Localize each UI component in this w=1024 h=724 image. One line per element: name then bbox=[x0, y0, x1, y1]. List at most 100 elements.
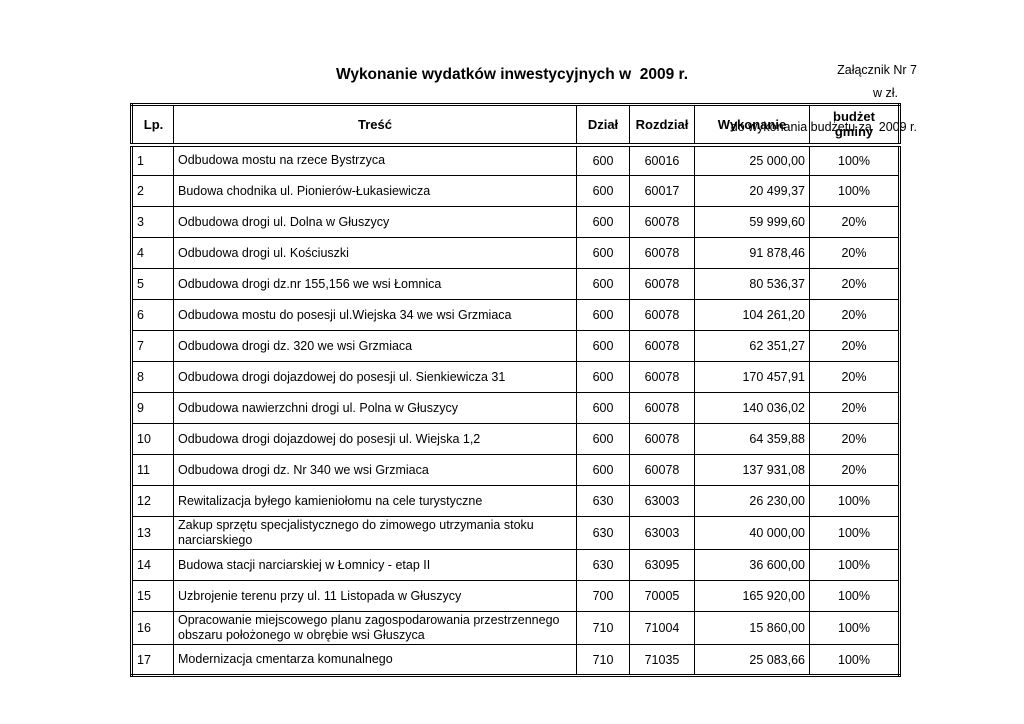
cell-dzial: 600 bbox=[576, 423, 630, 455]
cell-lp: 17 bbox=[131, 644, 174, 676]
col-header-rozdzial: Rozdział bbox=[629, 104, 695, 147]
cell-rozdzial: 60016 bbox=[629, 144, 695, 176]
cell-dzial: 600 bbox=[576, 361, 630, 393]
cell-wykonanie: 165 920,00 bbox=[694, 580, 810, 612]
cell-budzet-gminy: 100% bbox=[809, 611, 900, 645]
table-row: 11 Odbudowa drogi dz. Nr 340 we wsi Grzmi… bbox=[131, 454, 900, 486]
cell-rozdzial: 63095 bbox=[629, 549, 695, 581]
table-row: 2 Budowa chodnika ul. Pionierów-Łukasiewi… bbox=[131, 175, 900, 207]
cell-rozdzial: 60078 bbox=[629, 299, 695, 331]
cell-wykonanie: 62 351,27 bbox=[694, 330, 810, 362]
col-header-dzial: Dział bbox=[576, 104, 630, 147]
cell-wykonanie: 91 878,46 bbox=[694, 237, 810, 269]
cell-budzet-gminy: 100% bbox=[809, 580, 900, 612]
cell-dzial: 600 bbox=[576, 175, 630, 207]
cell-dzial: 600 bbox=[576, 392, 630, 424]
cell-rozdzial: 60017 bbox=[629, 175, 695, 207]
cell-rozdzial: 60078 bbox=[629, 423, 695, 455]
cell-tresc: Odbudowa mostu na rzece Bystrzyca bbox=[173, 144, 577, 176]
table-header-row: Lp. Treść Dział Rozdział Wykonanie budże… bbox=[131, 104, 900, 147]
cell-rozdzial: 60078 bbox=[629, 237, 695, 269]
cell-wykonanie: 15 860,00 bbox=[694, 611, 810, 645]
cell-wykonanie: 40 000,00 bbox=[694, 516, 810, 550]
cell-tresc: Budowa chodnika ul. Pionierów-Łukasiewic… bbox=[173, 175, 577, 207]
cell-dzial: 600 bbox=[576, 237, 630, 269]
cell-dzial: 630 bbox=[576, 516, 630, 550]
cell-wykonanie: 26 230,00 bbox=[694, 485, 810, 517]
cell-tresc: Modernizacja cmentarza komunalnego bbox=[173, 644, 577, 676]
cell-wykonanie: 20 499,37 bbox=[694, 175, 810, 207]
cell-dzial: 630 bbox=[576, 549, 630, 581]
cell-lp: 8 bbox=[131, 361, 174, 393]
cell-lp: 10 bbox=[131, 423, 174, 455]
table-row: 10 Odbudowa drogi dojazdowej do posesji u… bbox=[131, 423, 900, 455]
cell-dzial: 700 bbox=[576, 580, 630, 612]
cell-budzet-gminy: 100% bbox=[809, 549, 900, 581]
cell-tresc: Odbudowa drogi ul. Dolna w Głuszycy bbox=[173, 206, 577, 238]
cell-dzial: 710 bbox=[576, 611, 630, 645]
cell-lp: 7 bbox=[131, 330, 174, 362]
cell-lp: 15 bbox=[131, 580, 174, 612]
cell-budzet-gminy: 20% bbox=[809, 423, 900, 455]
cell-dzial: 600 bbox=[576, 268, 630, 300]
cell-dzial: 630 bbox=[576, 485, 630, 517]
col-header-lp: Lp. bbox=[131, 104, 174, 147]
table-row: 17 Modernizacja cmentarza komunalnego 710 7… bbox=[131, 644, 900, 676]
page-title: Wykonanie wydatków inwestycyjnych w 2009… bbox=[335, 66, 689, 83]
cell-lp: 5 bbox=[131, 268, 174, 300]
col-header-wykonanie: Wykonanie bbox=[694, 104, 810, 147]
table-row: 15 Uzbrojenie terenu przy ul. 11 Listopad… bbox=[131, 580, 900, 612]
cell-wykonanie: 36 600,00 bbox=[694, 549, 810, 581]
col-header-tresc: Treść bbox=[173, 104, 577, 147]
cell-tresc: Odbudowa nawierzchni drogi ul. Polna w G… bbox=[173, 392, 577, 424]
cell-rozdzial: 60078 bbox=[629, 392, 695, 424]
cell-budzet-gminy: 100% bbox=[809, 175, 900, 207]
cell-budzet-gminy: 20% bbox=[809, 237, 900, 269]
cell-lp: 16 bbox=[131, 611, 174, 645]
cell-rozdzial: 60078 bbox=[629, 268, 695, 300]
cell-lp: 11 bbox=[131, 454, 174, 486]
cell-rozdzial: 63003 bbox=[629, 485, 695, 517]
cell-lp: 9 bbox=[131, 392, 174, 424]
cell-dzial: 600 bbox=[576, 299, 630, 331]
cell-budzet-gminy: 20% bbox=[809, 206, 900, 238]
currency-unit-note: w zł. bbox=[873, 86, 898, 100]
table-header: Lp. Treść Dział Rozdział Wykonanie budże… bbox=[131, 104, 900, 147]
cell-tresc: Odbudowa mostu do posesji ul.Wiejska 34 … bbox=[173, 299, 577, 331]
cell-rozdzial: 60078 bbox=[629, 206, 695, 238]
expenditure-table: Lp. Treść Dział Rozdział Wykonanie budże… bbox=[130, 103, 901, 677]
cell-tresc: Opracowanie miejscowego planu zagospodar… bbox=[173, 611, 577, 645]
cell-lp: 12 bbox=[131, 485, 174, 517]
cell-rozdzial: 71004 bbox=[629, 611, 695, 645]
cell-lp: 4 bbox=[131, 237, 174, 269]
table-row: 9 Odbudowa nawierzchni drogi ul. Polna w … bbox=[131, 392, 900, 424]
cell-lp: 2 bbox=[131, 175, 174, 207]
attachment-line-1: Załącznik Nr 7 bbox=[837, 63, 917, 77]
cell-wykonanie: 25 083,66 bbox=[694, 644, 810, 676]
cell-dzial: 600 bbox=[576, 454, 630, 486]
cell-wykonanie: 80 536,37 bbox=[694, 268, 810, 300]
cell-budzet-gminy: 20% bbox=[809, 299, 900, 331]
table-row: 1 Odbudowa mostu na rzece Bystrzyca 600 600… bbox=[131, 144, 900, 176]
table-row: 8 Odbudowa drogi dojazdowej do posesji ul… bbox=[131, 361, 900, 393]
table-row: 12 Rewitalizacja byłego kamieniołomu na c… bbox=[131, 485, 900, 517]
cell-dzial: 600 bbox=[576, 144, 630, 176]
cell-tresc: Odbudowa drogi ul. Kościuszki bbox=[173, 237, 577, 269]
cell-dzial: 600 bbox=[576, 206, 630, 238]
cell-budzet-gminy: 20% bbox=[809, 330, 900, 362]
cell-budzet-gminy: 100% bbox=[809, 485, 900, 517]
cell-budzet-gminy: 20% bbox=[809, 361, 900, 393]
cell-budzet-gminy: 100% bbox=[809, 516, 900, 550]
expenditure-table-wrap: Lp. Treść Dział Rozdział Wykonanie budże… bbox=[130, 103, 901, 677]
table-row: 6 Odbudowa mostu do posesji ul.Wiejska 34… bbox=[131, 299, 900, 331]
cell-tresc: Odbudowa drogi dojazdowej do posesji ul.… bbox=[173, 361, 577, 393]
col-header-budzet-gminy: budżet gminy bbox=[809, 104, 900, 147]
table-row: 5 Odbudowa drogi dz.nr 155,156 we wsi Łom… bbox=[131, 268, 900, 300]
table-row: 3 Odbudowa drogi ul. Dolna w Głuszycy 600 6… bbox=[131, 206, 900, 238]
cell-tresc: Odbudowa drogi dz.nr 155,156 we wsi Łomn… bbox=[173, 268, 577, 300]
cell-rozdzial: 60078 bbox=[629, 454, 695, 486]
cell-tresc: Odbudowa drogi dz. 320 we wsi Grzmiaca bbox=[173, 330, 577, 362]
cell-wykonanie: 104 261,20 bbox=[694, 299, 810, 331]
cell-tresc: Uzbrojenie terenu przy ul. 11 Listopada … bbox=[173, 580, 577, 612]
table-row: 4 Odbudowa drogi ul. Kościuszki 600 60078 91… bbox=[131, 237, 900, 269]
